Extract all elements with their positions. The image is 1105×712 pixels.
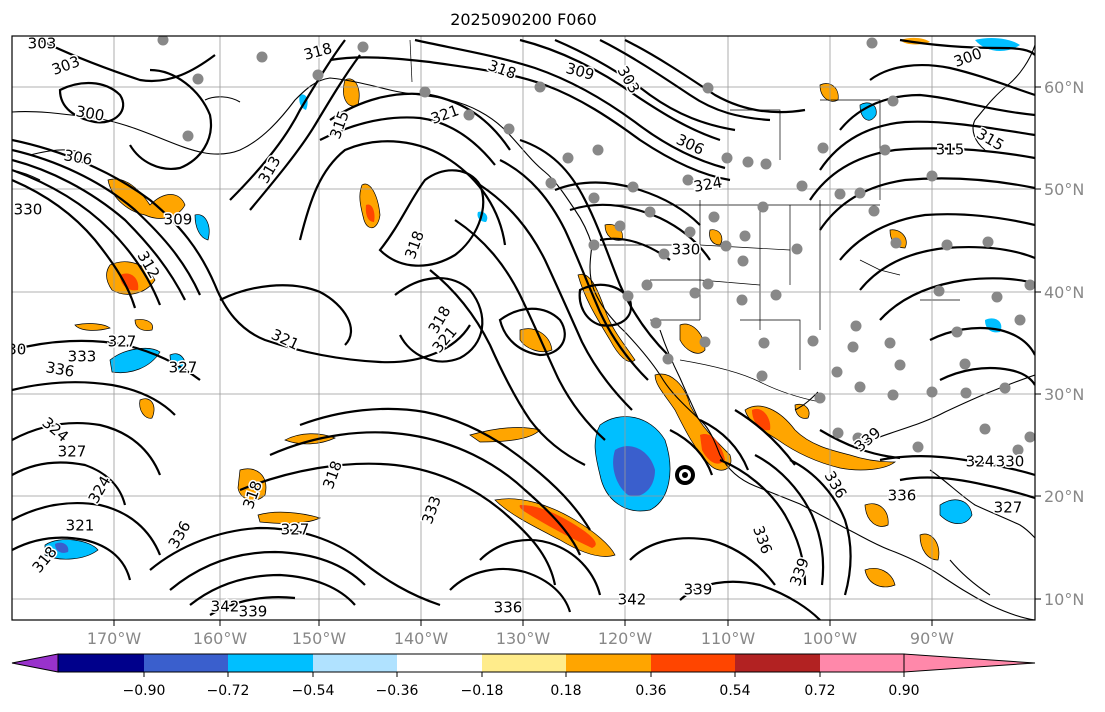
colorbar-segment: [313, 654, 397, 672]
colorbar-label: 0.72: [804, 683, 835, 699]
lat-tick-label: 20°N: [1044, 487, 1084, 506]
colorbar-label: −0.18: [461, 683, 504, 699]
contour-label: 303: [28, 35, 57, 53]
colorbar-segment: [58, 654, 144, 672]
colorbar-over-triangle: [903, 653, 1036, 673]
lon-tick-label: 120°W: [598, 629, 653, 648]
colorbar-segment: [735, 654, 820, 672]
contour-label: 330: [996, 453, 1025, 471]
contour-label: 339: [684, 581, 713, 599]
colorbar-label: −0.90: [123, 683, 166, 699]
lon-tick-label: 170°W: [87, 629, 142, 648]
colorbar-segment: [228, 654, 313, 672]
colorbar-segment: [482, 654, 566, 672]
contour-label: 339: [239, 603, 268, 621]
colorbar-label: 0.36: [635, 683, 666, 699]
lon-tick-label: 140°W: [394, 629, 449, 648]
colorbar-segment: [144, 654, 228, 672]
shaded-field-negative: [44, 37, 1020, 560]
lon-tick-label: 110°W: [701, 629, 756, 648]
colorbar-label: 0.54: [719, 683, 750, 699]
colorbar-segment: [397, 654, 482, 672]
lat-tick-label: 50°N: [1044, 180, 1084, 199]
lat-tick-label: 40°N: [1044, 283, 1084, 302]
contour-label: 336: [494, 599, 523, 617]
contour-label: 315: [936, 141, 965, 159]
lat-tick-label: 60°N: [1044, 78, 1084, 97]
storm-center-marker: [675, 465, 695, 485]
graticule: [12, 36, 1035, 620]
contour-label: 309: [164, 211, 193, 229]
contour-label: 336: [888, 487, 917, 505]
lon-tick-label: 90°W: [910, 629, 954, 648]
lat-axis-labels: 60°N 50°N 40°N 30°N 20°N 10°N: [1044, 78, 1084, 609]
contour-lines: [12, 38, 1035, 620]
contour-label: 327: [108, 333, 137, 351]
colorbar-label: −0.72: [207, 683, 250, 699]
map-title: 2025090200 F060: [450, 10, 597, 29]
contour-label: 330: [0, 341, 26, 359]
contour-label: 342: [211, 598, 240, 616]
contour-label: 330: [14, 201, 43, 219]
colorbar-label: −0.36: [376, 683, 419, 699]
colorbar-segment: [820, 654, 904, 672]
lat-tick-label: 30°N: [1044, 385, 1084, 404]
contour-label: 342: [618, 591, 647, 609]
political-borders: [409, 39, 960, 403]
contour-label: 327: [169, 359, 198, 377]
contour-label: 333: [68, 348, 97, 366]
lat-tick-label: 10°N: [1044, 590, 1084, 609]
lon-tick-label: 130°W: [496, 629, 551, 648]
lon-tick-label: 100°W: [803, 629, 858, 648]
station-markers: [157, 36, 1035, 456]
colorbar: −0.90 −0.72 −0.54 −0.36 −0.18 0.18 0.36 …: [11, 653, 1036, 699]
colorbar-segment: [566, 654, 651, 672]
contour-label: 330: [672, 241, 701, 259]
contour-label: 321: [66, 517, 95, 535]
lon-axis-labels: 170°W 160°W 150°W 140°W 130°W 120°W 110°…: [87, 629, 954, 648]
contour-label: 327: [281, 521, 310, 539]
tick-marks: [113, 86, 1041, 626]
lon-tick-label: 150°W: [292, 629, 347, 648]
colorbar-label: 0.18: [550, 683, 581, 699]
contour-label: 300: [951, 44, 984, 71]
contour-label: 327: [994, 499, 1023, 517]
contour-label: 324: [966, 453, 995, 471]
colorbar-under-triangle: [11, 653, 59, 673]
contour-label: 324: [692, 173, 723, 196]
contour-label: 327: [58, 443, 87, 461]
colorbar-segment: [651, 654, 735, 672]
lon-tick-label: 160°W: [193, 629, 248, 648]
colorbar-label: 0.90: [888, 683, 919, 699]
colorbar-label: −0.54: [292, 683, 335, 699]
